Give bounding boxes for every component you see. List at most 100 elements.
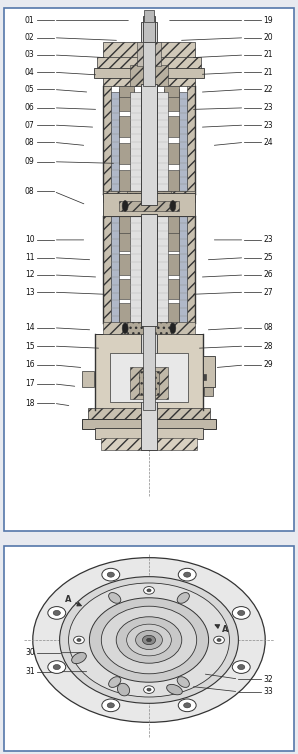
Bar — [97, 57, 201, 70]
Text: 08: 08 — [263, 323, 273, 333]
Bar — [101, 438, 197, 450]
Circle shape — [142, 636, 156, 645]
Circle shape — [147, 639, 151, 642]
Text: 01: 01 — [25, 16, 35, 25]
Text: 07: 07 — [25, 121, 35, 130]
Text: 11: 11 — [25, 253, 35, 262]
Bar — [203, 374, 206, 379]
Bar — [141, 214, 157, 326]
Bar — [119, 303, 134, 323]
Text: 08: 08 — [25, 187, 35, 196]
Text: 15: 15 — [25, 342, 35, 351]
Circle shape — [101, 606, 197, 674]
Bar — [137, 41, 161, 66]
Text: 29: 29 — [263, 360, 273, 369]
Circle shape — [48, 661, 66, 673]
Circle shape — [122, 201, 128, 211]
Text: 02: 02 — [25, 33, 35, 42]
Text: 16: 16 — [25, 360, 35, 369]
Bar — [111, 92, 119, 192]
Circle shape — [136, 630, 162, 649]
Text: 21: 21 — [263, 51, 273, 60]
Text: 22: 22 — [263, 85, 273, 94]
Bar — [82, 419, 216, 428]
Bar — [110, 353, 188, 402]
Text: 17: 17 — [25, 379, 35, 388]
Circle shape — [217, 639, 221, 642]
Bar — [103, 323, 195, 334]
Bar — [164, 170, 179, 192]
Text: A: A — [65, 596, 72, 605]
Circle shape — [89, 598, 209, 682]
Circle shape — [107, 703, 114, 708]
Text: 06: 06 — [25, 103, 35, 112]
Circle shape — [178, 569, 196, 581]
Bar — [130, 366, 168, 399]
Bar — [103, 193, 195, 216]
Bar — [141, 84, 157, 205]
Bar — [187, 216, 195, 323]
Bar — [164, 230, 179, 250]
Circle shape — [170, 201, 176, 211]
Bar — [203, 356, 215, 387]
Text: 23: 23 — [263, 103, 273, 112]
Text: A: A — [222, 625, 228, 634]
Ellipse shape — [177, 676, 189, 688]
Text: 21: 21 — [263, 68, 273, 77]
Bar — [143, 42, 155, 86]
Text: 27: 27 — [263, 288, 273, 296]
Bar — [119, 254, 134, 275]
Bar — [164, 143, 179, 164]
Text: 05: 05 — [25, 85, 35, 94]
Bar — [127, 192, 171, 202]
Text: 26: 26 — [263, 271, 273, 280]
Text: 28: 28 — [263, 342, 273, 351]
Bar — [164, 89, 179, 111]
Text: 23: 23 — [263, 121, 273, 130]
Bar — [119, 170, 134, 192]
Circle shape — [122, 323, 128, 334]
Circle shape — [144, 686, 154, 694]
Circle shape — [60, 577, 238, 703]
Circle shape — [238, 611, 245, 615]
Bar — [119, 230, 134, 250]
Text: 31: 31 — [25, 667, 35, 676]
Ellipse shape — [109, 593, 121, 603]
Text: 30: 30 — [25, 648, 35, 657]
Bar — [103, 86, 111, 194]
Bar — [164, 86, 179, 97]
Text: 10: 10 — [25, 235, 35, 244]
Bar — [82, 371, 94, 387]
Bar — [94, 69, 204, 78]
Bar — [119, 89, 134, 111]
Circle shape — [184, 572, 191, 578]
Bar — [164, 303, 179, 323]
Ellipse shape — [72, 652, 86, 664]
Ellipse shape — [117, 683, 130, 696]
Bar — [142, 42, 156, 48]
Bar — [141, 22, 157, 450]
Ellipse shape — [109, 676, 121, 688]
Bar — [95, 334, 203, 409]
Bar — [95, 428, 203, 440]
Text: 32: 32 — [263, 675, 273, 684]
Bar — [103, 216, 111, 323]
Text: 03: 03 — [25, 51, 35, 60]
Circle shape — [144, 587, 154, 594]
Ellipse shape — [167, 685, 182, 694]
Bar — [204, 387, 213, 397]
Bar — [119, 86, 134, 97]
Text: 24: 24 — [263, 138, 273, 147]
Circle shape — [107, 572, 114, 578]
Circle shape — [184, 703, 191, 708]
Bar — [127, 323, 171, 334]
Circle shape — [77, 639, 81, 642]
Bar — [111, 216, 119, 323]
Bar — [130, 216, 168, 323]
Bar — [143, 326, 155, 409]
Bar — [144, 10, 154, 22]
Text: 33: 33 — [263, 687, 273, 696]
Ellipse shape — [177, 593, 189, 603]
Circle shape — [170, 323, 176, 334]
Text: 23: 23 — [263, 235, 273, 244]
